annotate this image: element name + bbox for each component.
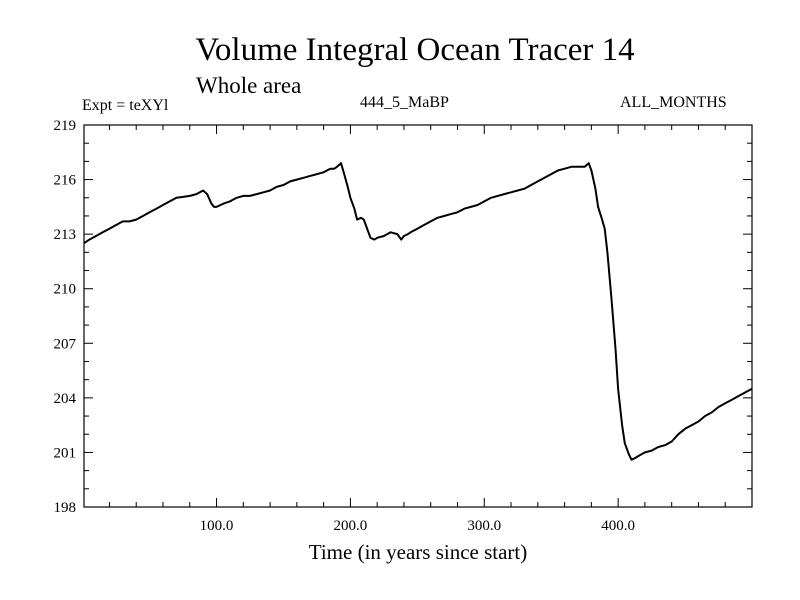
series-line [83, 162, 753, 461]
x-axis-label: Time (in years since start) [308, 540, 528, 564]
x-tick-label: 300.0 [467, 518, 501, 534]
x-tick-label: 400.0 [601, 518, 635, 534]
experiment-label: Expt = teXYl [82, 97, 169, 114]
y-tick-label: 207 [54, 336, 77, 352]
chart-title: Volume Integral Ocean Tracer 14 [195, 32, 635, 68]
y-tick-label: 213 [54, 227, 77, 243]
y-tick-label: 198 [54, 500, 77, 516]
plot-frame [83, 124, 753, 508]
y-tick-label: 210 [54, 282, 77, 298]
chart-subtitle: Whole area [196, 73, 302, 98]
x-tick-label: 200.0 [334, 518, 368, 534]
run-label: 444_5_MaBP [360, 94, 449, 111]
y-tick-label: 204 [54, 391, 77, 407]
y-tick-label: 219 [54, 118, 77, 134]
y-tick-label: 216 [54, 173, 77, 189]
x-tick-label: 100.0 [200, 518, 234, 534]
months-label: ALL_MONTHS [620, 94, 727, 111]
axis-tick-labels: 198 201 204 207 210 213 216 219 100.0 200.0 300.0 4… [54, 118, 636, 534]
axis-ticks [84, 124, 752, 508]
y-tick-label: 201 [54, 445, 77, 461]
